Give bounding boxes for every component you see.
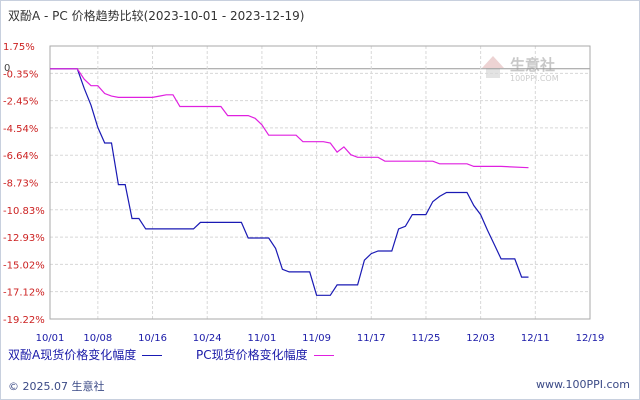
- series-line-pc: [50, 68, 529, 169]
- x-tick-label: 11/01: [247, 333, 276, 344]
- x-tick-label: 11/09: [302, 333, 331, 344]
- y-tick-label: -8.73%: [3, 178, 38, 189]
- watermark-logo-icon: [482, 56, 504, 68]
- y-tick-label: -6.64%: [3, 151, 38, 162]
- x-tick-label: 12/03: [466, 333, 495, 344]
- x-tick-label: 10/01: [36, 333, 65, 344]
- x-tick-label: 10/24: [193, 333, 222, 344]
- y-tick-label: -0.35%: [3, 69, 38, 80]
- copyright-text: © 2025.07 生意社: [8, 380, 105, 393]
- x-tick-label: 11/17: [357, 333, 386, 344]
- y-tick-label: -12.93%: [3, 233, 45, 244]
- legend-series-a-label: 双酚A现货价格变化幅度: [8, 348, 137, 362]
- y-tick-label: -15.02%: [3, 260, 45, 271]
- x-tick-label: 12/11: [521, 333, 550, 344]
- y-tick-label: -10.83%: [3, 206, 45, 217]
- watermark-url: 100PPI.COM: [510, 74, 559, 83]
- plot-border: [49, 45, 591, 320]
- legend-series-a-swatch: [142, 355, 163, 356]
- x-tick-label: 11/25: [412, 333, 441, 344]
- legend-series-a: 双酚A现货价格变化幅度: [8, 346, 163, 363]
- y-tick-label: -4.54%: [3, 124, 38, 135]
- y-tick-label: -19.22%: [3, 315, 45, 326]
- watermark-name: 生意社: [510, 56, 555, 74]
- x-tick-label: 10/16: [138, 333, 167, 344]
- x-tick-label: 10/08: [83, 333, 112, 344]
- y-tick-label: 1.75%: [3, 42, 35, 53]
- zero-label: 0: [4, 63, 10, 74]
- legend-series-b-label: PC现货价格变化幅度: [196, 348, 308, 362]
- y-tick-label: -2.45%: [3, 97, 38, 108]
- y-tick-label: -17.12%: [3, 288, 45, 299]
- x-tick-label: 12/19: [576, 333, 605, 344]
- chart-title: 双酚A - PC 价格趋势比较(2023-10-01 - 2023-12-19): [8, 9, 305, 23]
- site-link[interactable]: www.100PPI.com: [536, 378, 630, 391]
- series-line-bpa: [50, 68, 529, 296]
- legend-series-b: PC现货价格变化幅度: [196, 346, 334, 363]
- legend-series-b-swatch: [313, 355, 334, 356]
